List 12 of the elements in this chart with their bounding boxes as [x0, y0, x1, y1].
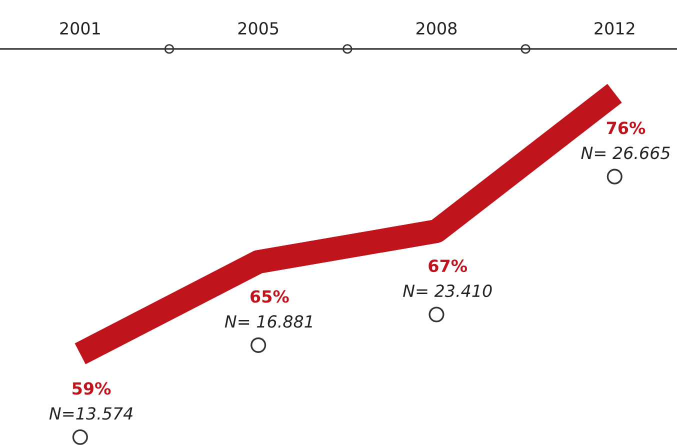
x-tick-label: 2001 — [60, 22, 100, 35]
data-label: 59% — [72, 382, 111, 395]
annotation: N= 23.410 — [403, 284, 492, 298]
data-label: 76% — [606, 122, 646, 134]
data-label: 67% — [428, 260, 468, 272]
x-tick-label: 2008 — [416, 22, 457, 35]
annotation: N= 26.665 — [581, 146, 670, 160]
x-tick-label: 2012 — [594, 22, 634, 35]
data-label: 65% — [250, 290, 289, 303]
x-tick-label: 2005 — [238, 22, 278, 35]
annotation: N= 16.881 — [224, 315, 312, 328]
text: N=13.574 — [49, 407, 132, 420]
